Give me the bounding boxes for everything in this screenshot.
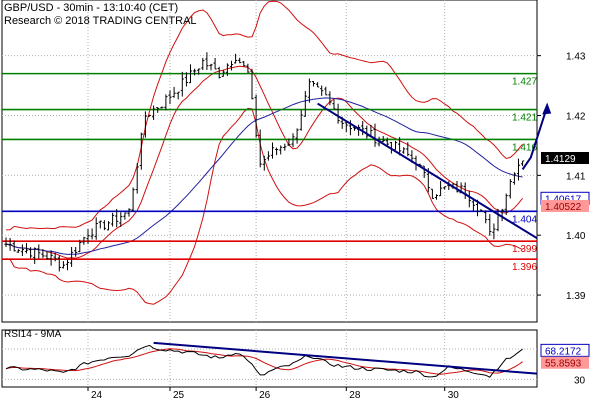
x-tick-label: 24: [91, 390, 103, 400]
projection-arrow-head: [542, 102, 552, 115]
price-label-pivot: 1.40617: [545, 194, 582, 205]
price-trendline: [317, 102, 538, 240]
chart-subtitle: Research © 2018 TRADING CENTRAL: [4, 15, 197, 27]
support-resistance-levels: 1.427 1.421 1.416 1.404 1.399 1.396: [2, 72, 537, 273]
rsi-lines: [5, 341, 538, 378]
price-y-tick-label: 1.39: [566, 291, 586, 302]
price-y-tick-label: 1.41: [566, 171, 586, 182]
rsi-line: [5, 344, 523, 378]
level-label-resistance: 1.427: [512, 77, 537, 88]
price-y-tick-label: 1.42: [566, 112, 586, 123]
x-tick-label: 28: [349, 390, 361, 400]
rsi-label-ma: 55.8593: [545, 359, 582, 370]
rsi-ma-line: [5, 348, 523, 375]
chart-title: GBP/USD - 30min - 13:10:40 (CET): [4, 2, 179, 14]
rsi-grid: [1, 329, 538, 388]
rsi-label-rsi: 68.2172: [545, 346, 582, 357]
axes: 1.39 1.40 1.41 1.42 1.43 30 24 25 26 28 30: [87, 52, 586, 400]
rsi-label-ma-bg: [541, 356, 589, 369]
projection-arrow-line: [521, 106, 549, 170]
price-label-current-bg: [541, 152, 589, 165]
price-bars: [4, 52, 525, 272]
x-tick-label: 26: [259, 390, 271, 400]
level-label-resistance: 1.416: [512, 142, 537, 153]
moving-average-line: [5, 97, 523, 255]
price-y-tick-label: 1.40: [566, 231, 586, 242]
x-tick-label: 25: [173, 390, 185, 400]
rsi-title: RSI14 - 9MA: [4, 329, 62, 340]
bollinger-upper: [5, 0, 523, 231]
price-y-tick-label: 1.43: [566, 52, 586, 63]
level-label-support: 1.399: [512, 244, 537, 255]
trendlines: [317, 102, 552, 240]
level-label-pivot: 1.404: [512, 214, 537, 225]
moving-average: [5, 97, 523, 255]
price-plot-area: [1, 0, 538, 323]
rsi-trendline: [153, 341, 538, 375]
level-label-resistance: 1.421: [512, 113, 537, 124]
rsi-y-tick-label: 30: [574, 375, 586, 386]
price-label-bollinger-bg: [541, 199, 589, 212]
rsi-plot-area: [1, 329, 538, 388]
level-label-support: 1.396: [512, 262, 537, 273]
price-grid: [1, 0, 538, 323]
price-label-current: 1.4129: [545, 154, 576, 165]
price-label-bollinger: 1.40522: [545, 202, 582, 213]
rsi-label-rsi-bg: [540, 343, 590, 357]
x-tick-label: 30: [448, 390, 460, 400]
